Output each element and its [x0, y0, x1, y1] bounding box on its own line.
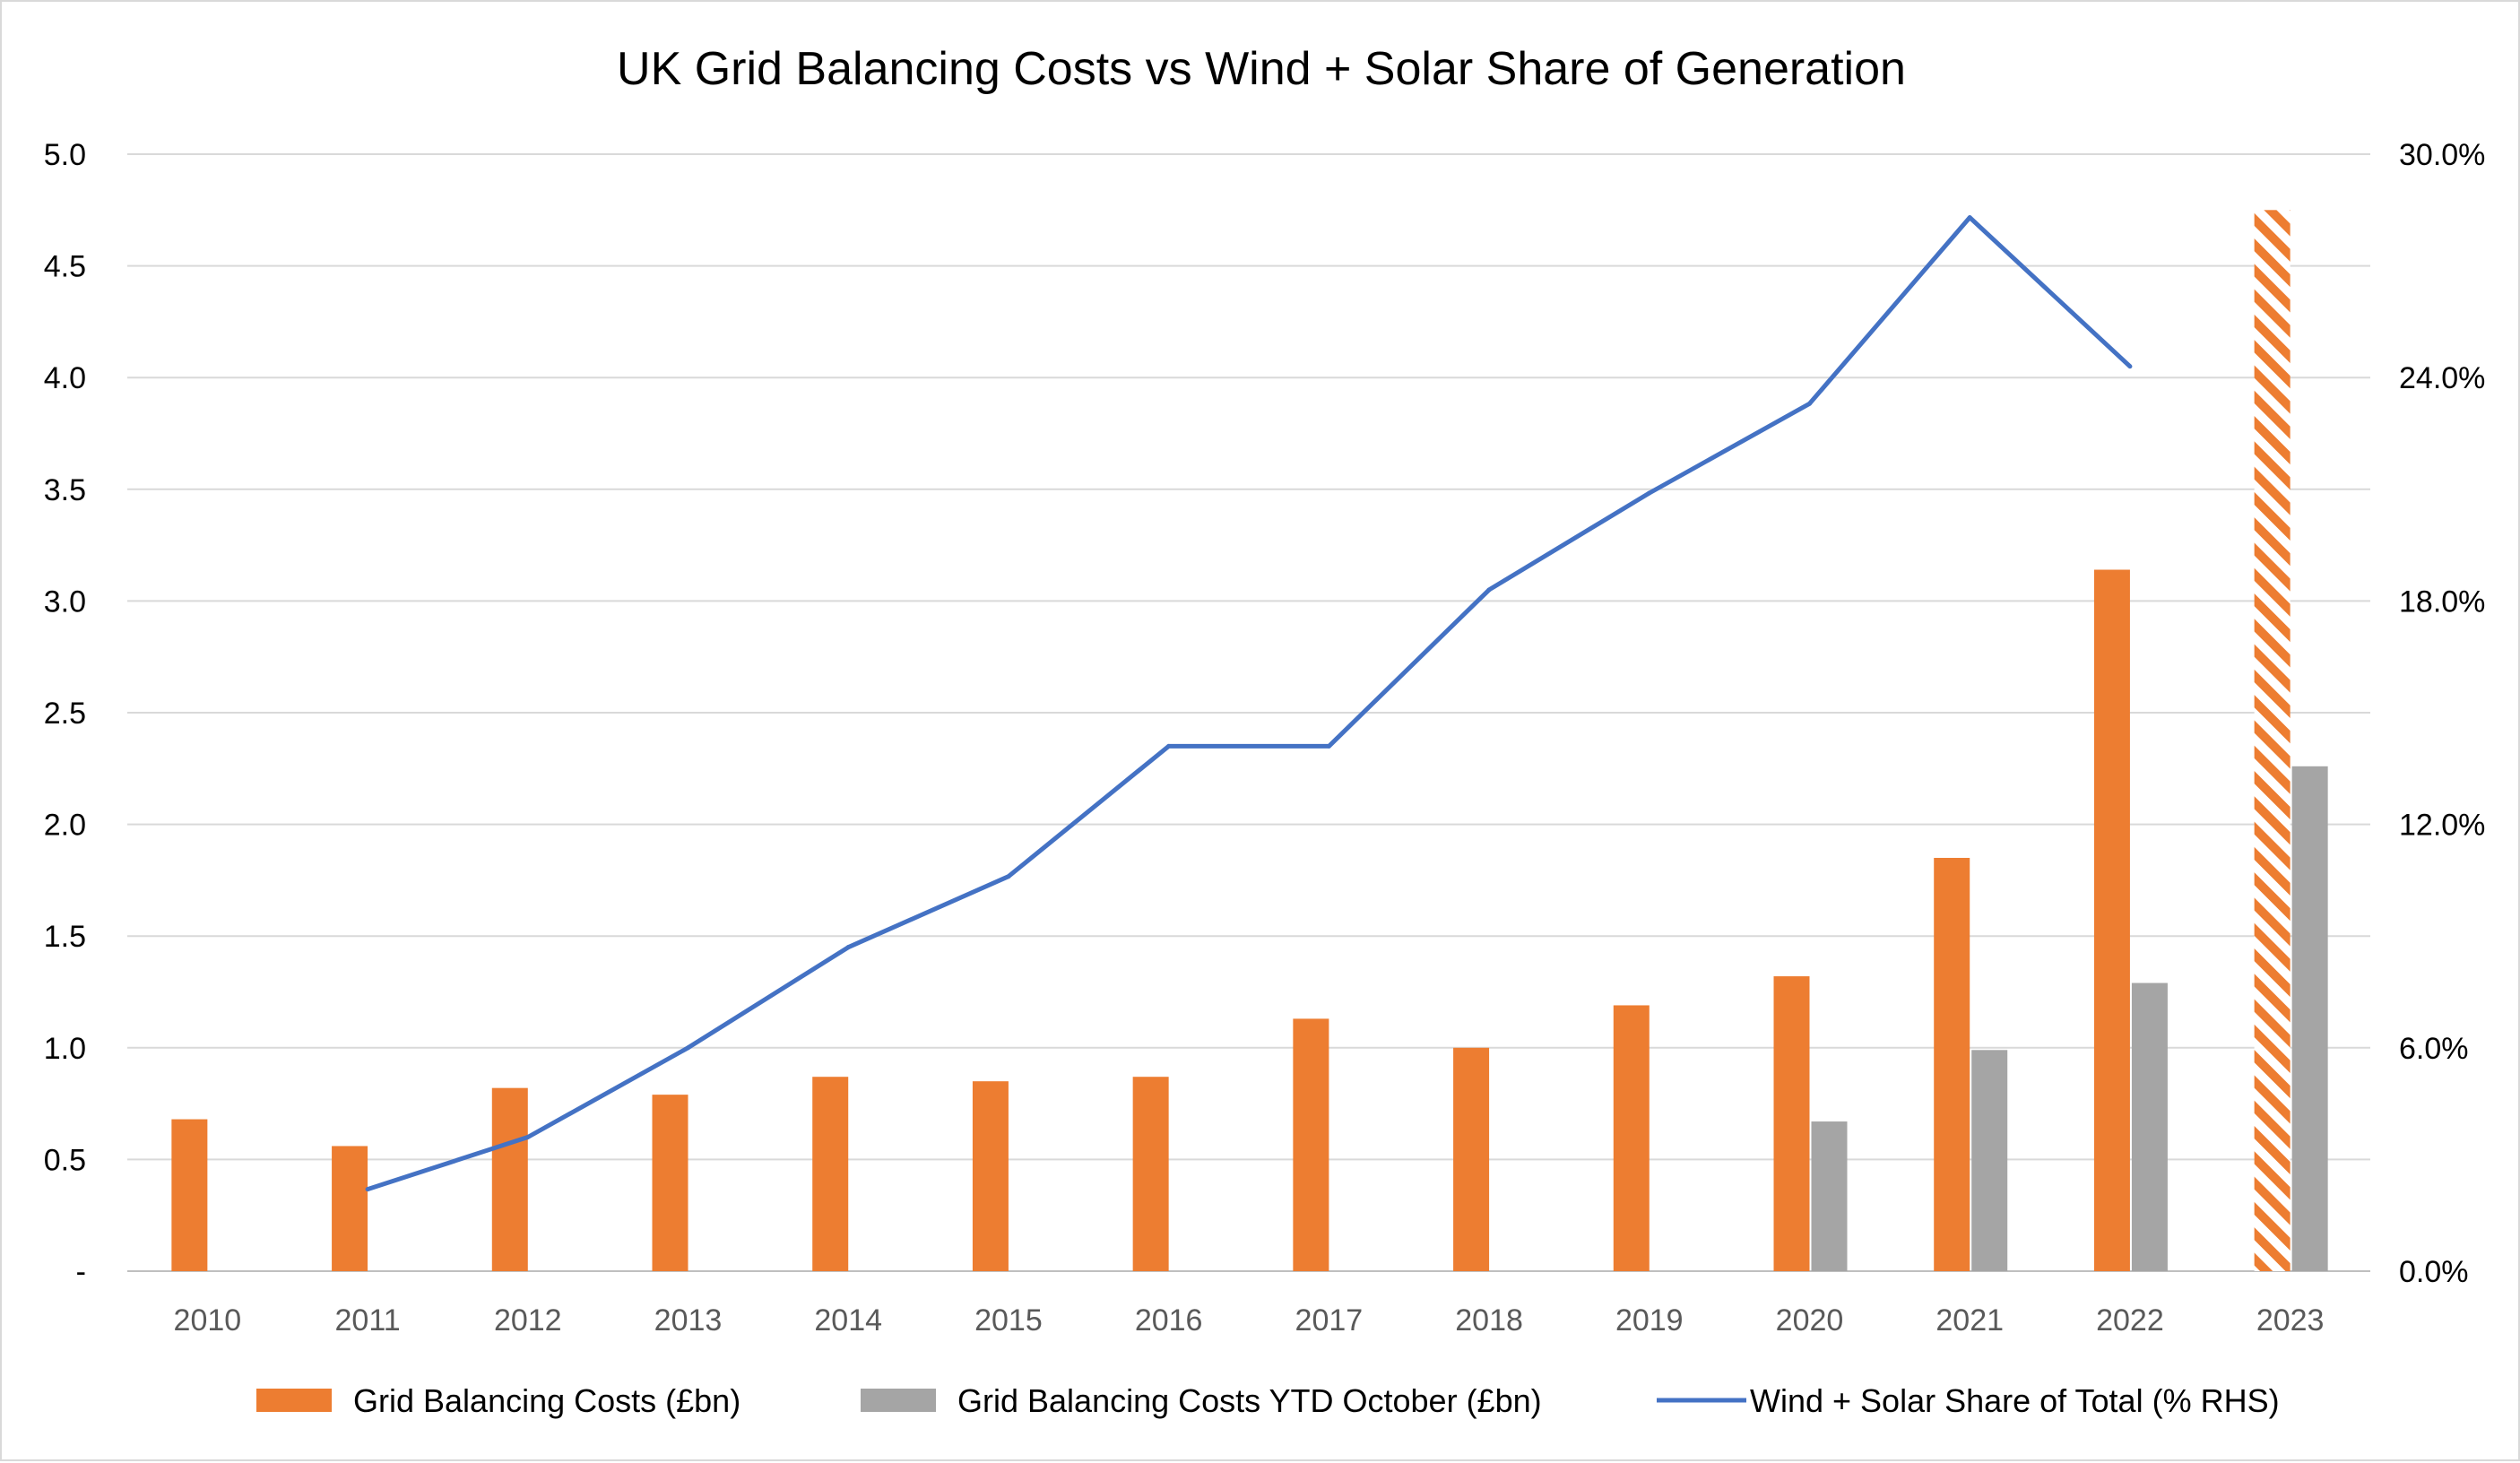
category-label: 2011: [335, 1303, 401, 1337]
wind-solar-share-point: [525, 1134, 531, 1139]
wind-solar-share-point: [686, 1045, 690, 1051]
category-label: 2023: [2256, 1303, 2325, 1337]
balancing-cost-ytd-bar: [1971, 1050, 2008, 1271]
left-tick-label: 0.5: [44, 1143, 86, 1177]
wind-solar-share-point: [1326, 743, 1331, 749]
wind-solar-share-point: [365, 1187, 370, 1192]
balancing-cost-bar: [972, 1081, 1009, 1271]
left-tick-label: 1.5: [44, 920, 86, 954]
left-tick-label: 3.5: [44, 473, 86, 507]
right-tick-label: 6.0%: [2399, 1032, 2469, 1066]
legend-label: Wind + Solar Share of Total (% RHS): [1750, 1382, 2280, 1419]
category-label: 2012: [494, 1303, 562, 1337]
right-tick-label: 12.0%: [2399, 809, 2485, 843]
left-tick-label: 2.0: [44, 809, 86, 843]
left-tick-label: 4.5: [44, 250, 86, 284]
wind-solar-share-point: [1967, 215, 1972, 221]
legend-swatch-balancing-cost-ytd: [861, 1389, 936, 1412]
category-label: 2021: [1935, 1303, 2004, 1337]
balancing-cost-bar: [652, 1095, 688, 1271]
left-tick-label: -: [76, 1255, 86, 1289]
balancing-cost-ytd-bar: [2131, 983, 2168, 1271]
wind-solar-share-point: [1486, 587, 1492, 593]
left-axis-ticks: - 0.5 1.0 1.5 2.0 2.5 3.0 3.5 4.0 4.5 5.0: [44, 138, 86, 1289]
wind-solar-share-point: [1006, 874, 1011, 879]
category-label: 2013: [654, 1303, 723, 1337]
balancing-cost-ytd-bar: [1811, 1121, 1848, 1271]
balancing-cost-bar-estimate: [2254, 210, 2291, 1271]
left-tick-label: 1.0: [44, 1032, 86, 1066]
category-label: 2022: [2096, 1303, 2164, 1337]
wind-solar-share-line: [367, 215, 2132, 1191]
legend: Grid Balancing Costs (£bn) Grid Balancing…: [256, 1382, 2280, 1419]
category-label: 2015: [974, 1303, 1043, 1337]
wind-solar-share-point: [1647, 490, 1652, 496]
wind-solar-share-point: [845, 945, 851, 950]
category-label: 2018: [1455, 1303, 1523, 1337]
chart-title: UK Grid Balancing Costs vs Wind + Solar …: [617, 43, 1906, 95]
balancing-cost-bar: [1132, 1077, 1169, 1271]
balancing-cost-bar: [1934, 857, 1970, 1271]
right-tick-label: 0.0%: [2399, 1255, 2469, 1289]
right-axis-ticks: 0.0% 6.0% 12.0% 18.0% 24.0% 30.0%: [2399, 138, 2485, 1289]
balancing-cost-bar: [1293, 1018, 1329, 1271]
balancing-cost-bar: [332, 1146, 368, 1271]
balancing-cost-bar: [171, 1119, 208, 1271]
category-label: 2019: [1615, 1303, 1684, 1337]
left-tick-label: 4.0: [44, 361, 86, 395]
balancing-cost-bar: [812, 1077, 849, 1271]
left-tick-label: 5.0: [44, 138, 86, 172]
gridlines: [127, 153, 2370, 1272]
balancing-cost-bar: [1613, 1005, 1650, 1271]
right-tick-label: 24.0%: [2399, 361, 2485, 395]
balancing-cost-bar: [491, 1087, 528, 1271]
category-axis-labels: 2010 2011 2012 2013 2014 2015 2016 2017 2018 2019…: [174, 1303, 2325, 1337]
wind-solar-share-point: [2127, 364, 2133, 369]
bar-series: [171, 210, 2328, 1271]
category-label: 2016: [1135, 1303, 1203, 1337]
balancing-cost-bar: [1773, 976, 1810, 1271]
wind-solar-share-point: [1166, 743, 1172, 749]
category-label: 2010: [174, 1303, 242, 1337]
line-series: [365, 215, 2133, 1192]
legend-label: Grid Balancing Costs (£bn): [353, 1382, 740, 1419]
category-label: 2014: [814, 1303, 882, 1337]
right-tick-label: 30.0%: [2399, 138, 2485, 172]
left-tick-label: 3.0: [44, 584, 86, 619]
wind-solar-share-point: [1807, 401, 1812, 406]
category-label: 2017: [1295, 1303, 1364, 1337]
legend-label: Grid Balancing Costs YTD October (£bn): [957, 1382, 1542, 1419]
balancing-cost-ytd-bar: [2291, 766, 2328, 1271]
right-tick-label: 18.0%: [2399, 584, 2485, 619]
legend-swatch-balancing-cost: [256, 1389, 332, 1412]
category-label: 2020: [1776, 1303, 1844, 1337]
left-tick-label: 2.5: [44, 697, 86, 731]
balancing-cost-bar: [2093, 569, 2130, 1271]
balancing-cost-bar: [1453, 1047, 1490, 1271]
